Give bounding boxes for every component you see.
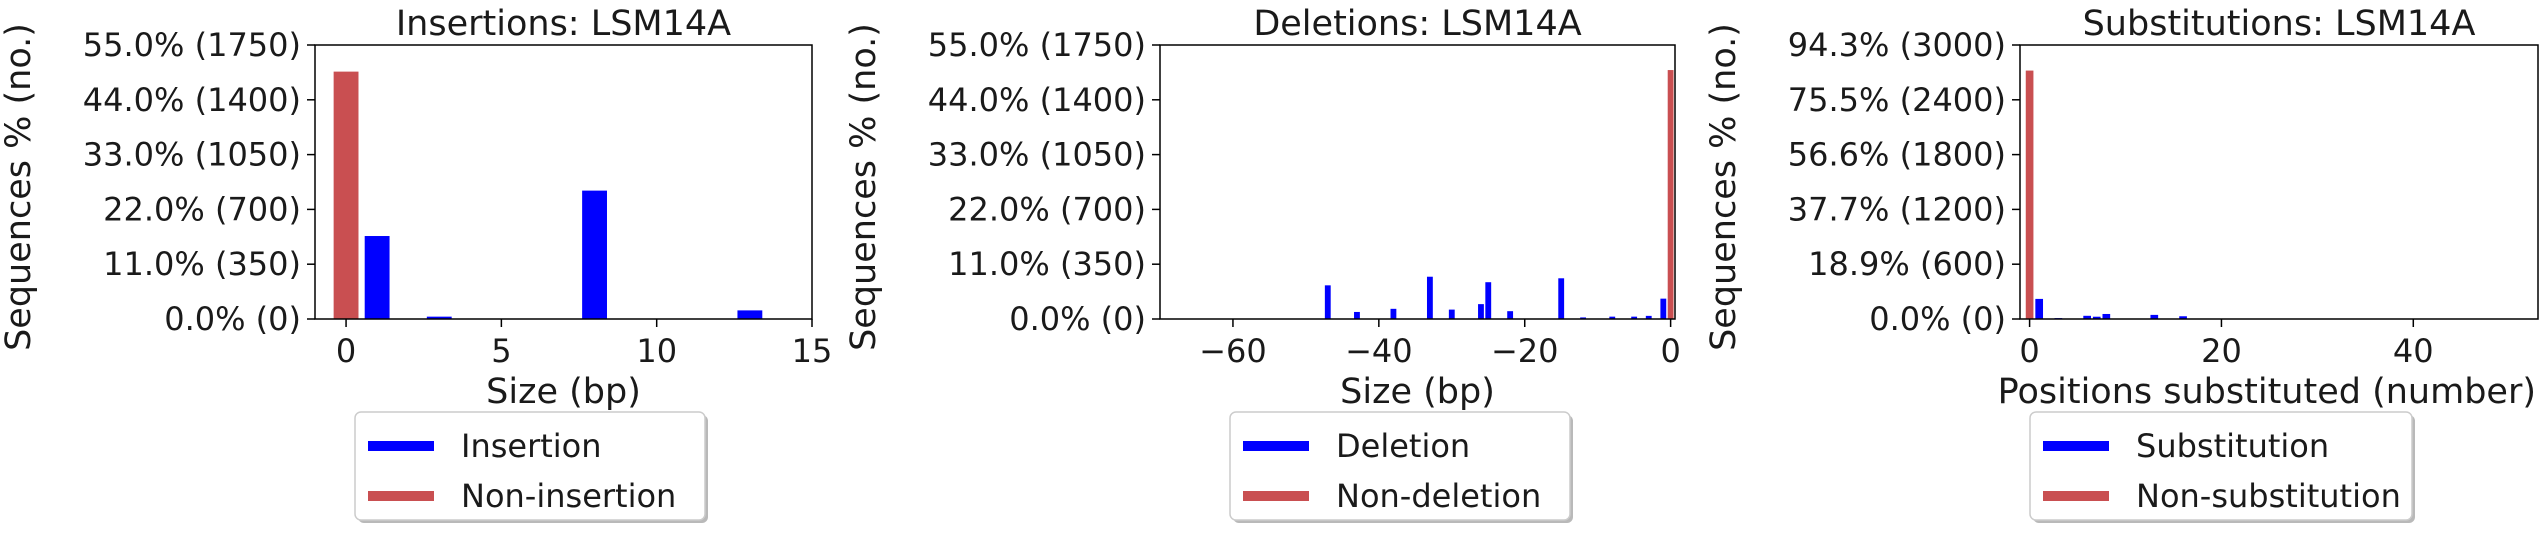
insertions-y-tick-label-5: 55.0% (1750) <box>83 26 301 64</box>
substitutions-bar-substitution-0 <box>2035 298 2044 319</box>
deletions-x-tick-label-2: −20 <box>1491 332 1559 370</box>
deletions-y-tick-label-0: 0.0% (0) <box>1009 300 1146 338</box>
substitutions-legend-swatch-non-substitution <box>2043 491 2109 501</box>
deletions-x-tick-label-0: −60 <box>1199 332 1267 370</box>
substitutions-legend <box>2029 411 2413 521</box>
insertions-y-tick-label-3: 33.0% (1050) <box>83 136 301 174</box>
substitutions-x-tick-label-0: 0 <box>2019 332 2039 370</box>
substitutions-bar-non-substitution-0 <box>2025 70 2034 319</box>
substitutions-y-tick-label-1: 18.9% (600) <box>1808 245 2006 283</box>
deletions-legend-swatch-deletion <box>1243 441 1309 451</box>
insertions-legend-label-insertion: Insertion <box>461 427 602 465</box>
substitutions-y-axis-label: Sequences % (no.) <box>1704 23 1744 351</box>
deletions-legend-label-non-deletion: Non-deletion <box>1336 477 1541 515</box>
insertions-y-axis-label: Sequences % (no.) <box>0 23 39 351</box>
deletions-x-tick-label-1: −40 <box>1345 332 1413 370</box>
deletions-bar-deletion-8 <box>1558 278 1565 319</box>
substitutions-bar-substitution-3 <box>2092 316 2101 319</box>
insertions-bar-insertion-0 <box>364 236 390 319</box>
insertions-bar-insertion-3 <box>737 310 763 319</box>
substitutions-y-tick-label-2: 37.7% (1200) <box>1788 190 2006 228</box>
deletions-y-tick-label-1: 11.0% (350) <box>948 245 1146 283</box>
substitutions-y-tick-label-3: 56.6% (1800) <box>1788 136 2006 174</box>
substitutions-y-tick-label-4: 75.5% (2400) <box>1788 81 2006 119</box>
insertions-bar-insertion-2 <box>582 190 607 319</box>
substitutions-bar-substitution-4 <box>2102 313 2111 319</box>
insertions-legend <box>354 411 706 521</box>
substitutions-legend-swatch-substitution <box>2043 441 2109 451</box>
deletions-y-axis-label: Sequences % (no.) <box>844 23 884 351</box>
insertions-y-tick-label-4: 44.0% (1400) <box>83 81 301 119</box>
substitutions-bar-substitution-5 <box>2150 314 2159 319</box>
insertions-x-tick-label-1: 5 <box>491 332 511 370</box>
deletions-title: Deletions: LSM14A <box>1253 4 1581 44</box>
substitutions-y-tick-label-5: 94.3% (3000) <box>1788 26 2006 64</box>
insertions-x-tick-label-2: 10 <box>636 332 677 370</box>
deletions-bar-deletion-0 <box>1324 285 1331 319</box>
insertions-y-tick-label-0: 0.0% (0) <box>164 300 301 338</box>
insertions-bar-non-insertion-0 <box>333 71 359 319</box>
insertions-title: Insertions: LSM14A <box>396 4 731 44</box>
deletions-bar-deletion-6 <box>1485 282 1492 319</box>
insertions-x-tick-label-3: 15 <box>792 332 833 370</box>
substitutions-bar-substitution-2 <box>2083 315 2091 319</box>
substitutions-y-tick-label-0: 0.0% (0) <box>1869 300 2006 338</box>
insertions-x-tick-label-0: 0 <box>336 332 356 370</box>
substitutions-legend-label-substitution: Substitution <box>2136 427 2329 465</box>
insertions-bar-insertion-1 <box>426 316 452 319</box>
deletions-legend-swatch-non-deletion <box>1243 491 1309 501</box>
deletions-y-tick-label-3: 33.0% (1050) <box>928 136 1146 174</box>
deletions-bar-non-deletion-0 <box>1667 70 1674 320</box>
substitutions-x-axis-label: Positions substituted (number) <box>1998 372 2536 412</box>
insertions-chart: 0.0% (0) 11.0% (350) 22.0% (700) 33.0% (105… <box>0 4 832 523</box>
deletions-chart: 0.0% (0) 11.0% (350) 22.0% (700) 33.0% (105… <box>844 4 1681 523</box>
substitutions-legend-label-non-substitution: Non-substitution <box>2136 477 2401 515</box>
deletions-x-tick-label-3: 0 <box>1660 332 1680 370</box>
deletions-bar-deletion-11 <box>1631 316 1638 319</box>
deletions-bar-deletion-4 <box>1448 309 1455 319</box>
deletions-bar-deletion-12 <box>1645 315 1652 319</box>
insertions-legend-swatch-non-insertion <box>368 491 434 501</box>
deletions-bar-deletion-10 <box>1609 316 1616 319</box>
substitutions-bar-substitution-6 <box>2179 316 2187 319</box>
deletions-bar-deletion-7 <box>1507 311 1514 319</box>
deletions-bar-deletion-5 <box>1478 304 1484 319</box>
deletions-bar-deletion-13 <box>1660 298 1667 319</box>
substitutions-chart: 0.0% (0) 18.9% (600) 37.7% (1200) 56.6% (18… <box>1704 4 2539 523</box>
substitutions-x-tick-label-2: 40 <box>2393 332 2434 370</box>
deletions-bar-deletion-1 <box>1354 311 1360 319</box>
deletions-y-tick-label-5: 55.0% (1750) <box>928 26 1146 64</box>
deletions-plot-frame <box>1159 44 1676 320</box>
substitutions-plot-frame <box>2019 44 2539 320</box>
deletions-bar-deletion-2 <box>1390 308 1397 319</box>
insertions-plot-frame <box>314 44 813 320</box>
deletions-x-axis-label: Size (bp) <box>1340 372 1495 412</box>
deletions-y-tick-label-4: 44.0% (1400) <box>928 81 1146 119</box>
deletions-bar-deletion-9 <box>1580 317 1587 319</box>
insertions-y-tick-label-1: 11.0% (350) <box>103 245 301 283</box>
deletions-legend-label-deletion: Deletion <box>1336 427 1470 465</box>
deletions-y-tick-label-2: 22.0% (700) <box>948 190 1146 228</box>
substitutions-x-tick-label-1: 20 <box>2201 332 2242 370</box>
insertions-legend-swatch-insertion <box>368 441 434 451</box>
insertions-y-tick-label-2: 22.0% (700) <box>103 190 301 228</box>
insertions-x-axis-label: Size (bp) <box>486 372 641 412</box>
deletions-legend <box>1229 411 1571 521</box>
insertions-legend-label-non-insertion: Non-insertion <box>461 477 676 515</box>
substitutions-title: Substitutions: LSM14A <box>2083 4 2476 44</box>
deletions-bar-deletion-3 <box>1426 276 1433 319</box>
